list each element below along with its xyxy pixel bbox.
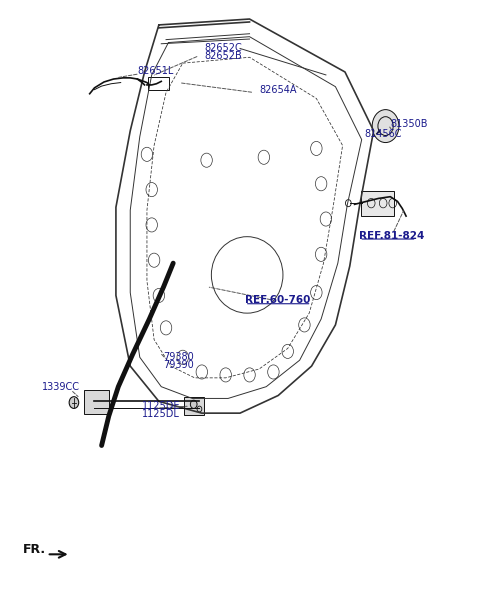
Text: 81350B: 81350B	[390, 119, 428, 129]
Text: 82654A: 82654A	[259, 85, 297, 95]
Text: REF.60-760: REF.60-760	[245, 296, 310, 305]
Text: 79380: 79380	[164, 352, 194, 362]
FancyBboxPatch shape	[361, 191, 394, 216]
Text: 81456C: 81456C	[364, 129, 402, 139]
Text: 82652B: 82652B	[204, 51, 242, 61]
Circle shape	[69, 397, 79, 408]
Text: 79390: 79390	[164, 360, 194, 370]
Text: 1339CC: 1339CC	[42, 382, 80, 392]
FancyBboxPatch shape	[84, 389, 109, 414]
Circle shape	[191, 400, 197, 408]
Text: 82651L: 82651L	[137, 66, 174, 76]
Circle shape	[197, 406, 202, 412]
FancyBboxPatch shape	[184, 397, 204, 415]
Text: REF.81-824: REF.81-824	[360, 230, 425, 241]
Text: 1125DE: 1125DE	[142, 401, 180, 411]
Text: 82652C: 82652C	[204, 44, 242, 53]
Text: 1125DL: 1125DL	[142, 410, 180, 420]
Circle shape	[372, 109, 399, 142]
Text: FR.: FR.	[23, 543, 46, 556]
